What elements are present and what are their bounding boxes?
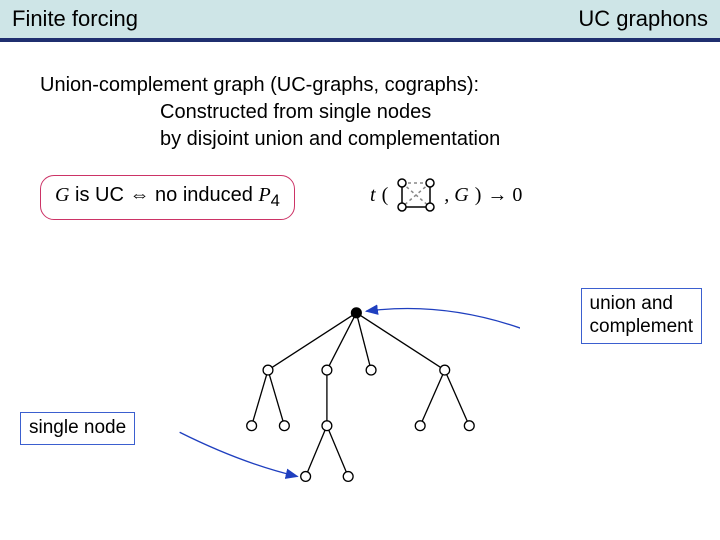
header-right: UC graphons [578,6,708,32]
intro-line2: Constructed from single nodes [40,99,500,126]
label-union-complement: union and complement [581,288,703,344]
intro-line3: by disjoint union and complementation [40,126,500,153]
intro-text: Union-complement graph (UC-graphs, cogra… [40,72,500,153]
slide-header: Finite forcing UC graphons [0,0,720,42]
density-formula: t ( , G ) → 0 [370,175,522,215]
theorem-G: G [55,184,69,206]
formula-rparen: ) [475,184,482,207]
theorem-box: G is UC ⇔ no induced P4 [40,175,295,220]
tree-nodes [247,308,474,481]
theorem-text: is UC ⇔ no induced [69,184,258,206]
formula-lparen: ( [382,184,389,207]
tree-arrows [180,309,520,477]
formula-t: t [370,184,376,207]
cograph-tree-diagram [160,278,520,508]
label-union-text: union and complement [590,293,694,337]
formula-arrowzero: → 0 [487,184,522,207]
formula-mini-graph-icon [394,175,438,215]
tree-edges [252,313,470,477]
header-left: Finite forcing [12,6,138,32]
theorem-sub4: 4 [271,191,280,210]
theorem-P: P [258,184,270,206]
formula-commaG: , G [444,184,468,207]
intro-line1: Union-complement graph (UC-graphs, cogra… [40,74,479,96]
label-single-text: single node [29,417,126,438]
label-single-node: single node [20,412,135,445]
